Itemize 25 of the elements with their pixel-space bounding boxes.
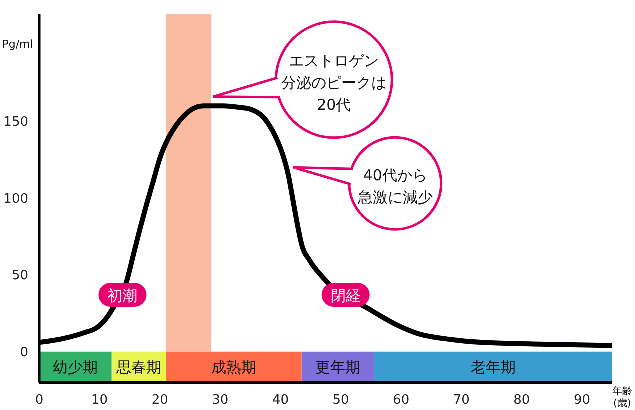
x-tick-label: 90 (574, 392, 591, 408)
annotation: 40代から急激に減少 (356, 166, 433, 207)
band-label: 思春期 (116, 358, 162, 377)
y-tick-label: 150 (4, 115, 28, 130)
x-tick-label: 0 (35, 392, 44, 408)
x-tick-label: 20 (152, 392, 168, 408)
band-label: 幼少期 (53, 358, 98, 377)
x-tick-label: 70 (453, 392, 470, 408)
x-tick-label: 60 (393, 392, 410, 408)
band-label: 成熟期 (211, 358, 256, 377)
x-tick-label: 40 (272, 392, 289, 408)
annotation: 閉経 (330, 287, 361, 306)
y-tick-label: 0 (20, 346, 28, 360)
annotation: エストロゲン分泌のピークは20代 (282, 52, 387, 114)
y-tick-label: 50 (12, 268, 28, 284)
x-tick-label: 80 (514, 392, 530, 408)
y-axis-title: Pg/ml (2, 38, 34, 50)
y-tick-label: 100 (4, 192, 28, 207)
annotation: 初潮 (108, 287, 138, 306)
band-label: 更年期 (316, 358, 361, 377)
x-axis-title: 年齢 (歳) (612, 385, 632, 410)
band-label: 老年期 (470, 358, 516, 377)
x-tick-label: 10 (92, 392, 108, 408)
x-tick-label: 30 (212, 392, 229, 408)
x-tick-label: 50 (332, 392, 350, 408)
